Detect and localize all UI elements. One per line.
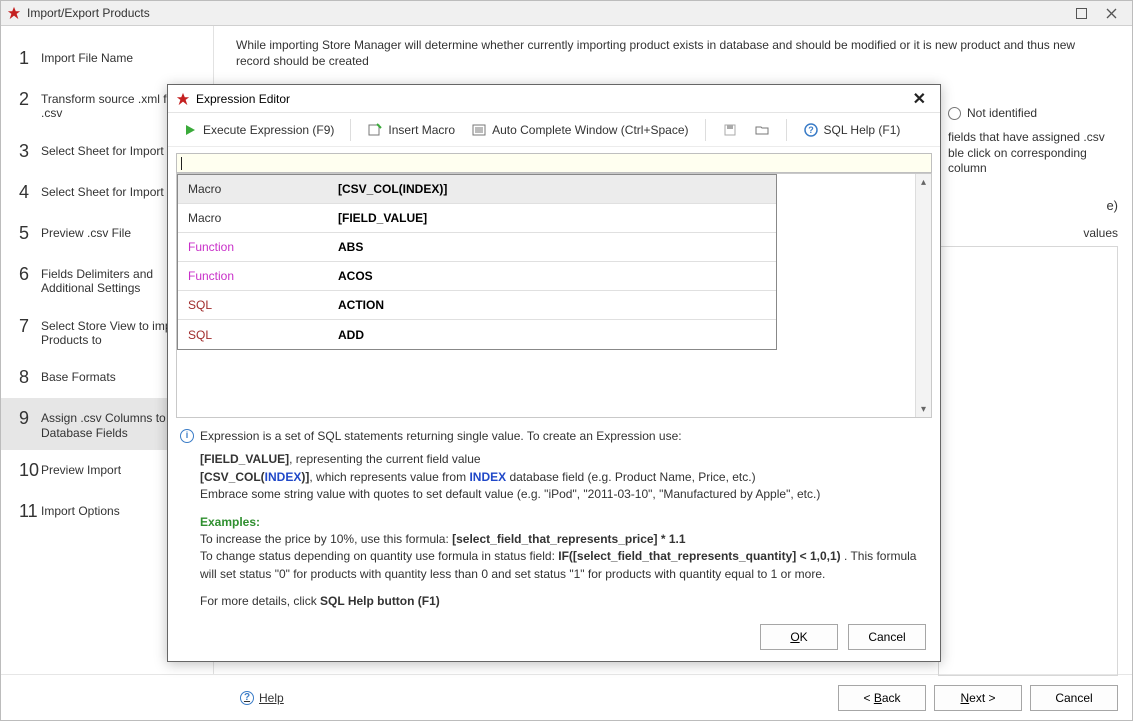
step-number: 10 (19, 460, 41, 481)
window-body: 1Import File Name2Transform source .xml … (1, 26, 1132, 674)
suggest-value: [CSV_COL(INDEX)] (328, 182, 776, 196)
step-label: Import File Name (41, 48, 201, 65)
step-number: 4 (19, 182, 41, 203)
window-maximize-button[interactable] (1066, 3, 1096, 23)
step-number: 1 (19, 48, 41, 69)
suggest-value: ACOS (328, 269, 776, 283)
suggest-value: ACTION (328, 298, 776, 312)
dialog-toolbar: Execute Expression (F9) Insert Macro Aut… (168, 113, 940, 147)
wizard-cancel-button[interactable]: Cancel (1030, 685, 1118, 711)
title-text: Import/Export Products (27, 6, 150, 20)
list-icon (471, 122, 487, 138)
execute-expression-button[interactable]: Execute Expression (F9) (176, 119, 340, 141)
sql-help-button[interactable]: ? SQL Help (F1) (797, 119, 907, 141)
scrollbar[interactable]: ▴ ▾ (915, 174, 931, 417)
scroll-up-icon[interactable]: ▴ (916, 174, 931, 190)
suggest-type: Macro (178, 211, 328, 225)
under-text-1: e) (1106, 198, 1118, 213)
suggest-type: Function (178, 240, 328, 254)
suggest-value: ABS (328, 240, 776, 254)
titlebar: Import/Export Products (1, 1, 1132, 26)
right-panel-fragment: Not identified fields that have assigned… (948, 106, 1118, 177)
suggest-panel: Macro[CSV_COL(INDEX)]Macro[FIELD_VALUE]F… (176, 173, 932, 418)
main-window: Import/Export Products 1Import File Name… (0, 0, 1133, 721)
under-text-2: values (1083, 226, 1118, 240)
suggest-row[interactable]: FunctionABS (178, 233, 776, 262)
toolbar-icon-2[interactable] (748, 119, 776, 141)
suggest-row[interactable]: SQLADD (178, 320, 776, 349)
auto-complete-button[interactable]: Auto Complete Window (Ctrl+Space) (465, 119, 694, 141)
help-icon: ? (240, 691, 254, 705)
ok-button[interactable]: OK (760, 624, 838, 650)
info-head-text: Expression is a set of SQL statements re… (200, 428, 682, 445)
suggest-table[interactable]: Macro[CSV_COL(INDEX)]Macro[FIELD_VALUE]F… (177, 174, 777, 350)
wizard-step[interactable]: 1Import File Name (1, 38, 213, 79)
step-number: 7 (19, 316, 41, 337)
play-icon (182, 122, 198, 138)
step-number: 5 (19, 223, 41, 244)
help-icon: ? (803, 122, 819, 138)
toolbar-icon-1[interactable] (716, 119, 744, 141)
snippet-text: fields that have assigned .csv ble click… (948, 130, 1118, 177)
scroll-down-icon[interactable]: ▾ (916, 401, 931, 417)
suggest-type: Macro (178, 182, 328, 196)
under-empty-panel (938, 246, 1118, 676)
text-caret (181, 157, 182, 170)
step-number: 8 (19, 367, 41, 388)
suggest-row[interactable]: Macro[CSV_COL(INDEX)] (178, 175, 776, 204)
suggest-type: Function (178, 269, 328, 283)
window-close-button[interactable] (1096, 3, 1126, 23)
dialog-close-button[interactable]: ✕ (907, 89, 932, 109)
step-number: 11 (19, 501, 41, 522)
info-block: i Expression is a set of SQL statements … (180, 428, 928, 611)
folder-open-icon (754, 122, 770, 138)
suggest-row[interactable]: Macro[FIELD_VALUE] (178, 204, 776, 233)
expression-input[interactable] (176, 153, 932, 173)
suggest-type: SQL (178, 298, 328, 312)
radio-not-identified[interactable]: Not identified (948, 106, 1118, 120)
macro-icon (367, 122, 383, 138)
dialog-buttons: OK Cancel (168, 613, 940, 661)
suggest-type: SQL (178, 328, 328, 342)
step-number: 3 (19, 141, 41, 162)
step-number: 6 (19, 264, 41, 285)
wizard-bottom-bar: ? Help < Back Next > Cancel (1, 674, 1132, 720)
dialog-titlebar: Expression Editor ✕ (168, 85, 940, 113)
insert-macro-button[interactable]: Insert Macro (361, 119, 461, 141)
radio-icon (948, 107, 961, 120)
save-icon (722, 122, 738, 138)
help-link[interactable]: ? Help (240, 691, 284, 705)
next-button[interactable]: Next > (934, 685, 1022, 711)
dialog-app-icon (176, 92, 190, 106)
suggest-value: ADD (328, 328, 776, 342)
svg-text:?: ? (808, 125, 814, 135)
intro-text: While importing Store Manager will deter… (228, 34, 1118, 73)
step-number: 2 (19, 89, 41, 110)
suggest-row[interactable]: FunctionACOS (178, 262, 776, 291)
suggest-row[interactable]: SQLACTION (178, 291, 776, 320)
cancel-button[interactable]: Cancel (848, 624, 926, 650)
app-icon (7, 6, 21, 20)
suggest-value: [FIELD_VALUE] (328, 211, 776, 225)
step-number: 9 (19, 408, 41, 429)
info-icon: i (180, 429, 194, 443)
expression-editor-dialog: Expression Editor ✕ Execute Expression (… (167, 84, 941, 662)
back-button[interactable]: < Back (838, 685, 926, 711)
dialog-title: Expression Editor (196, 92, 290, 106)
radio-label: Not identified (967, 106, 1037, 120)
